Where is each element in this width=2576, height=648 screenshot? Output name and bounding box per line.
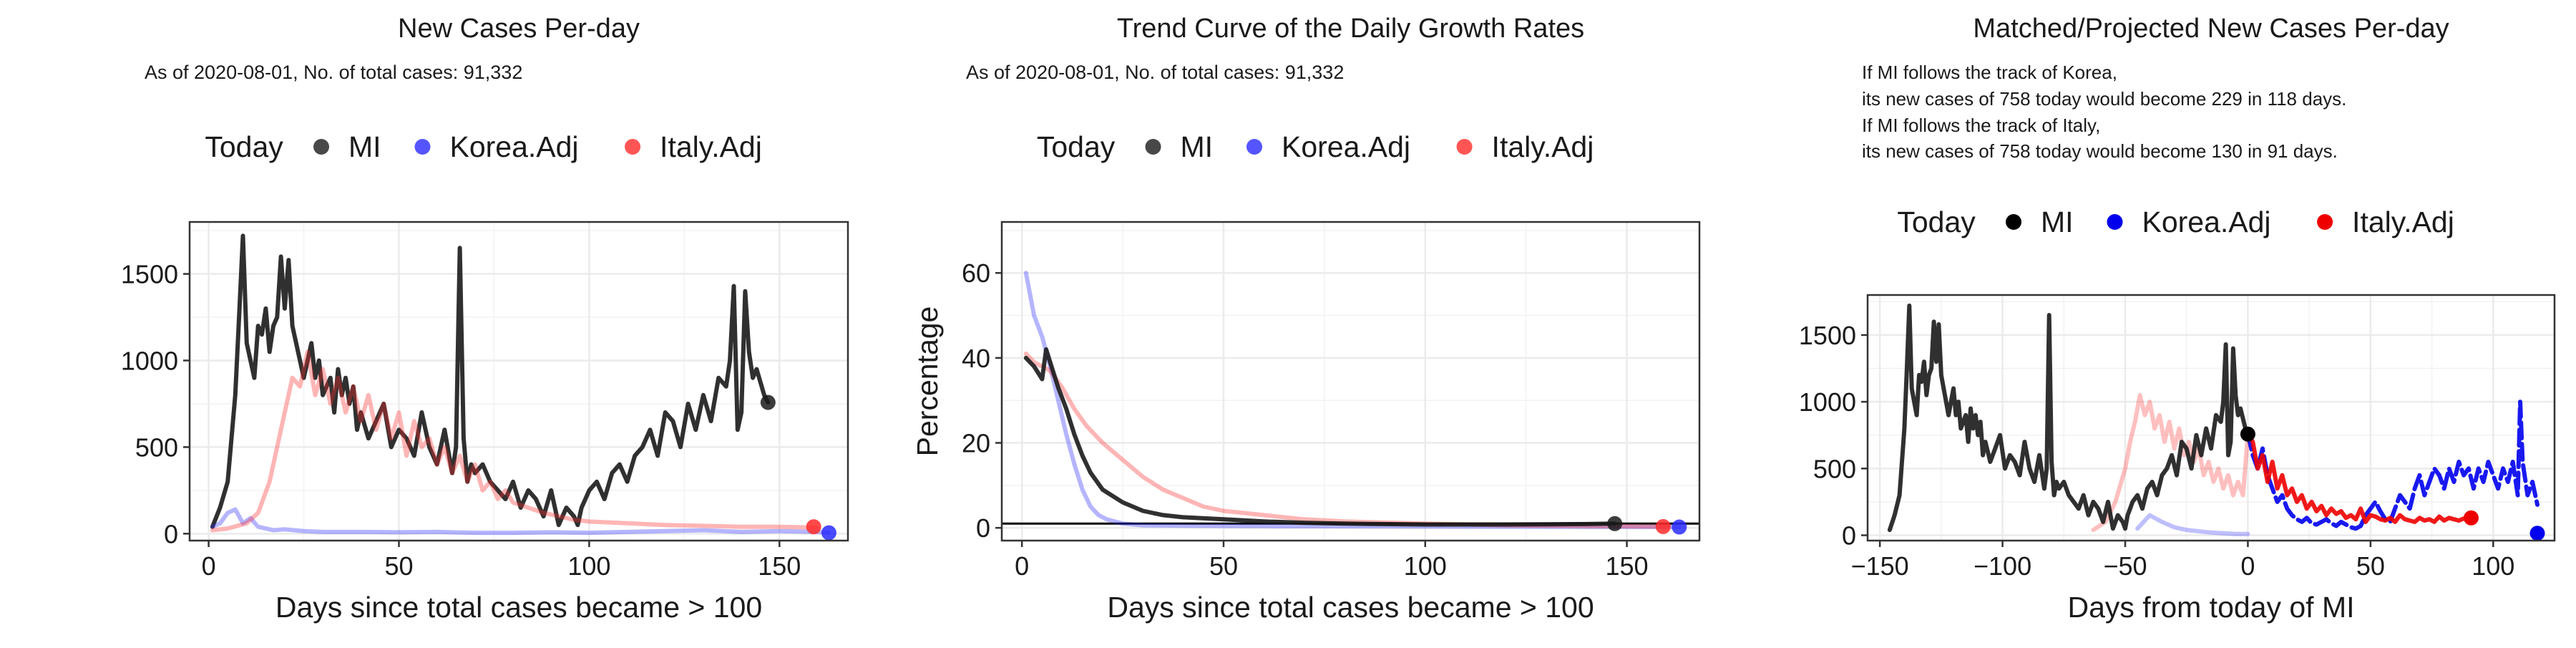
- legend-title: Today: [1897, 205, 1976, 238]
- y-tick-label: 1000: [121, 346, 178, 375]
- x-tick-label: −100: [1974, 551, 2031, 581]
- legend-key-mi: [1145, 139, 1161, 155]
- series-line-italy: [2245, 432, 2474, 524]
- chart-title: Matched/Projected New Cases Per-day: [1973, 14, 2449, 44]
- x-axis-label: Days since total cases became > 100: [1107, 591, 1594, 624]
- x-tick-label: 50: [1209, 551, 1238, 581]
- today-point-korea: [821, 525, 836, 541]
- legend-label-korea: Korea.Adj: [1282, 130, 1410, 163]
- y-tick-label: 60: [962, 258, 990, 288]
- legend-label-mi: MI: [2041, 205, 2074, 238]
- legend-label-italy: Italy.Adj: [2352, 205, 2454, 238]
- legend-title: Today: [205, 130, 283, 163]
- x-tick-label: 0: [2240, 551, 2255, 581]
- legend-title: Today: [1037, 130, 1116, 163]
- legend-key-korea: [414, 139, 431, 155]
- y-tick-label: 1500: [1799, 321, 1856, 350]
- series-line-mi: [1023, 347, 1617, 527]
- today-point-korea: [1672, 519, 1687, 535]
- x-tick-label: 0: [202, 551, 216, 581]
- legend: Today MI Korea.Adj Italy.Adj: [1897, 205, 2454, 238]
- legend: Today MI Korea.Adj Italy.Adj: [205, 130, 761, 163]
- y-tick-label: 500: [1813, 454, 1856, 483]
- legend-label-korea: Korea.Adj: [449, 130, 578, 163]
- panel-border: [1866, 294, 2556, 542]
- today-point-mi: [1607, 516, 1623, 531]
- legend-label-italy: Italy.Adj: [660, 130, 762, 163]
- legend-label-italy: Italy.Adj: [1492, 130, 1594, 163]
- panel-border: [188, 221, 849, 542]
- legend: Today MI Korea.Adj Italy.Adj: [1037, 130, 1594, 163]
- panel-border: [1000, 221, 1701, 542]
- y-axis-label: Percentage: [911, 306, 944, 457]
- legend-label-mi: MI: [1181, 130, 1214, 163]
- x-tick-label: 100: [2472, 551, 2514, 581]
- chart-note: its new cases of 758 today would become …: [1862, 140, 2338, 162]
- y-tick-label: 1500: [121, 260, 178, 289]
- today-point-italy: [806, 519, 821, 535]
- chart-note: its new cases of 758 today would become …: [1862, 88, 2346, 110]
- series-line-korea: [2245, 400, 2540, 531]
- series-line-italy: [210, 349, 820, 533]
- y-tick-label: 0: [976, 513, 990, 543]
- x-tick-label: 150: [758, 551, 801, 581]
- chart-note: If MI follows the track of Italy,: [1862, 115, 2100, 136]
- x-tick-label: 50: [384, 551, 413, 581]
- legend-key-italy: [625, 139, 641, 155]
- x-axis-label: Days since total cases became > 100: [275, 591, 762, 624]
- chart-title: Trend Curve of the Daily Growth Rates: [1117, 14, 1584, 44]
- today-point-italy: [2463, 510, 2479, 526]
- x-tick-label: 100: [567, 551, 610, 581]
- legend-label-korea: Korea.Adj: [2142, 205, 2270, 238]
- legend-key-mi: [2006, 214, 2022, 230]
- today-point-italy: [1655, 518, 1671, 534]
- series-line-mi: [1887, 303, 2250, 533]
- today-point-mi: [760, 395, 776, 410]
- chart-subtitle: As of 2020-08-01, No. of total cases: 91…: [966, 62, 1344, 83]
- legend-key-italy: [2317, 214, 2333, 230]
- x-tick-label: −150: [1851, 551, 1909, 581]
- plot-panel: [188, 221, 849, 542]
- legend-key-korea: [2107, 214, 2123, 230]
- x-tick-label: −50: [2103, 551, 2147, 581]
- y-tick-label: 0: [1842, 521, 1856, 551]
- chart-subtitle: As of 2020-08-01, No. of total cases: 91…: [145, 62, 522, 83]
- x-tick-label: 0: [1015, 551, 1029, 581]
- series-line-italy: [2091, 392, 2250, 533]
- chart-title: New Cases Per-day: [398, 14, 640, 44]
- plot-panel: [1866, 294, 2556, 542]
- y-tick-label: 1000: [1799, 387, 1856, 417]
- series-line-korea: [2135, 513, 2250, 536]
- y-tick-label: 500: [135, 432, 178, 462]
- today-point-today: [2240, 426, 2255, 442]
- series-line-mi: [210, 233, 771, 529]
- x-tick-label: 100: [1404, 551, 1447, 581]
- plot-panel: [1000, 221, 1701, 542]
- legend-key-mi: [313, 139, 330, 155]
- chart-2: Trend Curve of the Daily Growth Rates As …: [911, 14, 1701, 624]
- y-tick-label: 40: [962, 344, 990, 373]
- today-point-korea: [2529, 526, 2545, 541]
- y-tick-label: 0: [164, 519, 178, 548]
- chart-note: If MI follows the track of Korea,: [1862, 62, 2117, 83]
- legend-key-korea: [1246, 139, 1262, 155]
- x-tick-label: 150: [1606, 551, 1649, 581]
- series-line-korea: [210, 507, 831, 536]
- y-tick-label: 20: [962, 429, 990, 458]
- panel-background: [1002, 222, 1699, 541]
- legend-key-italy: [1456, 139, 1473, 155]
- chart-1: New Cases Per-day As of 2020-08-01, No. o…: [121, 14, 849, 624]
- x-tick-label: 50: [2356, 551, 2385, 581]
- legend-label-mi: MI: [348, 130, 381, 163]
- chart-3: Matched/Projected New Cases Per-day If MI…: [1799, 14, 2556, 624]
- x-axis-label: Days from today of MI: [2067, 591, 2354, 624]
